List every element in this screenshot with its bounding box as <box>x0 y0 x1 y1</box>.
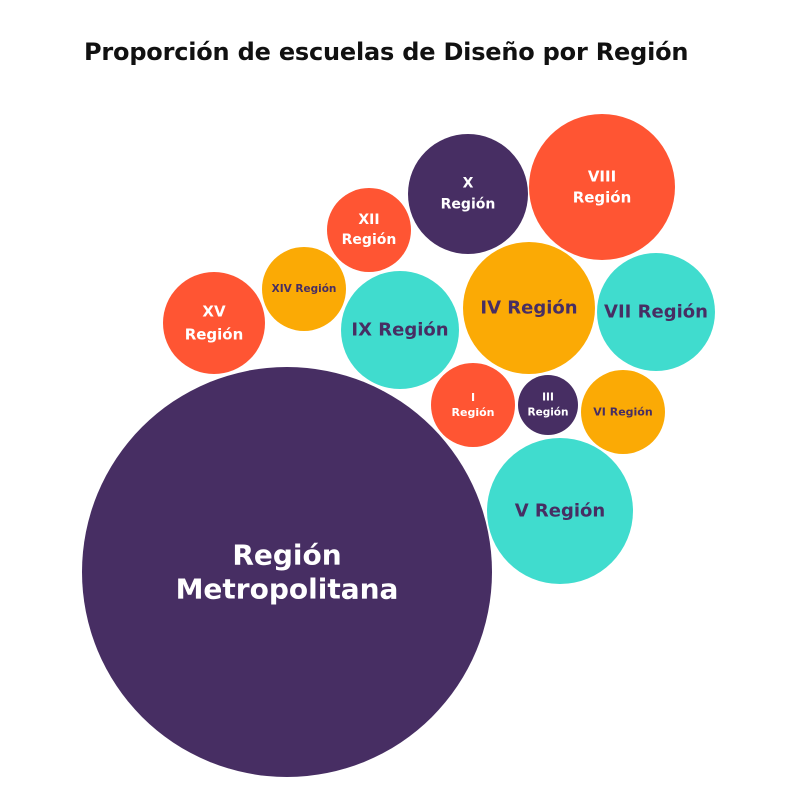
bubble-circle-xiv-region <box>262 247 346 331</box>
bubble-label-viii-region: VIII <box>588 168 616 186</box>
chart-title: Proporción de escuelas de Diseño por Reg… <box>84 38 689 66</box>
bubble-label-iii-region: III <box>542 392 554 404</box>
bubble-vii-region: VII Región <box>597 253 715 371</box>
bubble-circle-region-metropolitana <box>82 367 492 777</box>
bubble-circle-i-region <box>431 363 515 447</box>
bubble-i-region: I Región <box>431 363 515 447</box>
bubble-label-region-metropolitana: Región <box>232 539 341 572</box>
bubble-label-v-region: V Región <box>515 501 606 522</box>
bubble-circle-ix-region <box>341 271 459 389</box>
bubble-xiv-region: XIV Región <box>262 247 346 331</box>
bubble-iv-region: IV Región <box>463 242 595 374</box>
bubble-ix-region: IX Región <box>341 271 459 389</box>
bubble-label-i-region: Región <box>452 406 495 419</box>
bubble-label-x-region: X <box>463 176 474 192</box>
bubble-label-iv-region: IV Región <box>480 298 577 319</box>
bubble-circle-vii-region <box>597 253 715 371</box>
bubble-circle-v-region <box>487 438 633 584</box>
bubble-circle-iv-region <box>463 242 595 374</box>
bubble-label-xv-region: Región <box>185 326 244 344</box>
bubble-label-viii-region: Región <box>573 189 632 207</box>
bubble-xv-region: XV Región <box>163 272 265 374</box>
bubble-label-vi-region: VI Región <box>593 406 652 419</box>
bubble-circle-xv-region <box>163 272 265 374</box>
bubble-label-xiv-region: XIV Región <box>272 283 337 295</box>
bubble-circle-vi-region <box>581 370 665 454</box>
bubble-viii-region: VIII Región <box>529 114 675 260</box>
bubble-label-ix-region: IX Región <box>351 320 448 341</box>
bubble-vi-region: VI Región <box>581 370 665 454</box>
bubble-label-xv-region: XV <box>202 303 226 321</box>
bubble-label-xii-region: XII <box>358 212 379 228</box>
bubble-v-region: V Región <box>487 438 633 584</box>
bubble-iii-region: III Región <box>518 375 578 435</box>
bubble-label-vii-region: VII Región <box>604 302 708 323</box>
bubble-label-iii-region: Región <box>527 407 568 419</box>
bubble-circle-iii-region <box>518 375 578 435</box>
bubble-label-i-region: I <box>471 391 475 404</box>
bubble-xii-region: XII Región <box>327 188 411 272</box>
bubble-circle-x-region <box>408 134 528 254</box>
bubble-label-xii-region: Región <box>342 232 397 248</box>
bubble-x-region: X Región <box>408 134 528 254</box>
bubble-circle-xii-region <box>327 188 411 272</box>
bubble-circle-viii-region <box>529 114 675 260</box>
bubble-label-x-region: Región <box>441 197 496 213</box>
bubble-label-region-metropolitana: Metropolitana <box>176 573 399 606</box>
